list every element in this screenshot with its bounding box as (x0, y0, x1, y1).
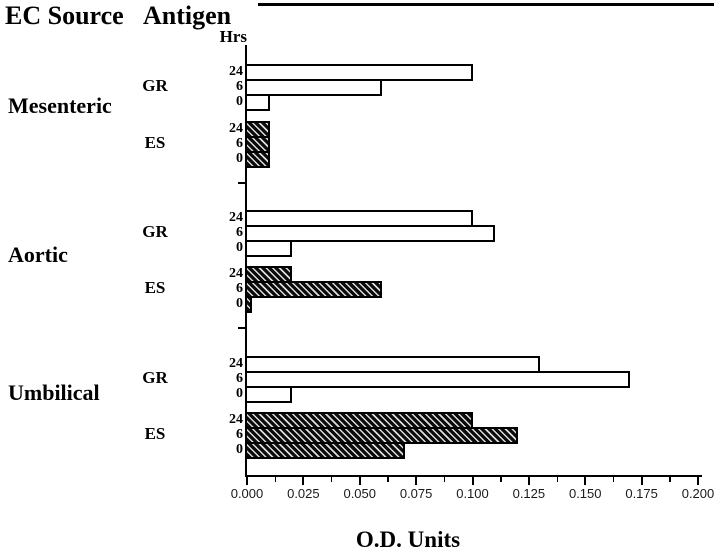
x-tick-label: 0.150 (568, 486, 602, 501)
hour-tick-label: 0 (236, 386, 243, 401)
antigen-column-header: Antigen (143, 1, 232, 30)
bar-mesenteric-gr-6h (245, 79, 383, 96)
hour-tick-label: 0 (236, 442, 243, 457)
x-minor-tick (274, 477, 277, 482)
bar-aortic-gr-6h (245, 225, 496, 242)
hour-tick-label: 0 (236, 151, 243, 166)
bar-aortic-es-6h (245, 281, 383, 298)
x-major-tick (640, 477, 643, 485)
hour-tick-label: 24 (229, 64, 243, 79)
y-axis-line (245, 45, 247, 477)
group-separator-tick (238, 327, 247, 329)
hrs-axis-header: Hrs (219, 27, 247, 46)
x-major-tick (584, 477, 587, 485)
x-minor-tick (669, 477, 671, 482)
hour-tick-label: 0 (236, 94, 243, 109)
x-tick-label: 0.000 (230, 486, 264, 501)
x-minor-tick (500, 477, 502, 482)
group-label-umbilical: Umbilical (8, 380, 100, 405)
group-label-aortic: Aortic (8, 242, 68, 267)
bar-umbilical-es-0h (245, 442, 405, 459)
hour-tick-label: 24 (229, 121, 243, 136)
x-tick-label: 0.025 (287, 486, 320, 501)
group-label-mesenteric: Mesenteric (8, 93, 112, 118)
antigen-label-gr: GR (142, 221, 168, 241)
hour-tick-label: 0 (236, 240, 243, 255)
x-major-tick (302, 477, 305, 485)
antigen-label-gr: GR (142, 75, 168, 95)
hour-tick-label: 0 (236, 296, 243, 311)
x-major-tick (358, 477, 361, 485)
hour-tick-label: 6 (236, 225, 243, 240)
hour-tick-label: 6 (236, 136, 243, 151)
hour-tick-label: 24 (229, 266, 243, 281)
x-minor-tick (331, 477, 333, 482)
x-major-tick (246, 477, 248, 485)
x-minor-tick (387, 477, 389, 482)
x-major-tick (527, 477, 530, 485)
x-tick-label: 0.050 (343, 486, 377, 501)
x-minor-tick (612, 477, 615, 482)
antigen-label-gr: GR (142, 367, 168, 387)
x-minor-tick (556, 477, 558, 482)
x-major-tick (471, 477, 474, 485)
hour-tick-label: 6 (236, 371, 243, 386)
x-major-tick (415, 477, 418, 485)
hour-tick-label: 24 (229, 210, 243, 225)
bar-aortic-gr-0h (245, 240, 293, 257)
hour-tick-label: 24 (229, 412, 243, 427)
x-tick-label: 0.200 (681, 486, 715, 501)
figure-top-border-line (258, 3, 714, 6)
bar-mesenteric-es-0h (245, 151, 270, 168)
ec-source-column-header: EC Source (5, 1, 124, 30)
antigen-label-es: ES (144, 277, 166, 297)
x-tick-label: 0.100 (456, 486, 489, 501)
hour-tick-label: 6 (236, 427, 243, 442)
x-tick-label: 0.125 (512, 486, 546, 501)
bar-mesenteric-gr-0h (245, 94, 270, 111)
x-axis-title: O.D. Units (355, 527, 461, 552)
antigen-label-es: ES (144, 423, 166, 443)
bar-aortic-es-0h (245, 296, 252, 313)
antigen-label-es: ES (144, 132, 166, 152)
bar-umbilical-gr-6h (245, 371, 631, 388)
bar-umbilical-gr-0h (245, 386, 293, 403)
hour-tick-label: 6 (236, 281, 243, 296)
hour-tick-label: 6 (236, 79, 243, 94)
x-tick-label: 0.175 (625, 486, 658, 501)
x-tick-label: 0.075 (399, 486, 433, 501)
x-minor-tick (443, 477, 446, 482)
x-axis-line (245, 475, 702, 477)
hour-tick-label: 24 (229, 356, 243, 371)
x-major-tick (697, 477, 699, 485)
group-separator-tick (238, 182, 247, 184)
